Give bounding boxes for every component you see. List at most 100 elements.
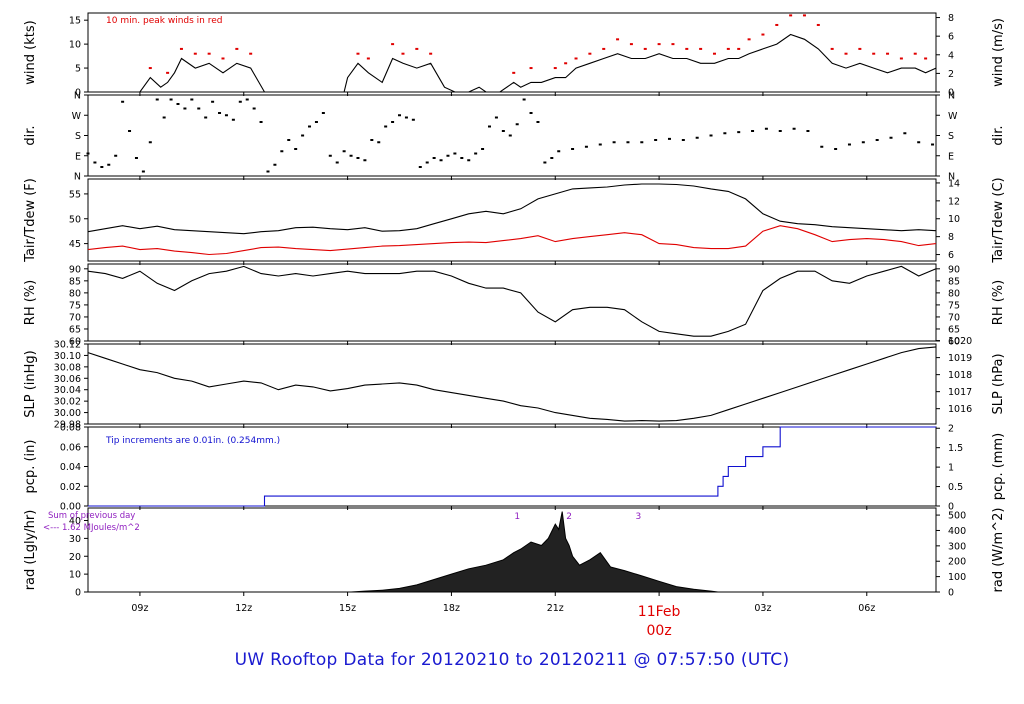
peak-wind-marker [643,47,647,50]
dir-point [280,150,284,153]
y-tick-label-right: N [948,172,955,183]
series-line-temp [87,183,937,235]
peak-wind-marker [712,52,716,55]
dir-point [453,152,457,155]
dir-point [931,143,935,146]
dir-point [100,166,104,168]
y-tick-label: 10 [69,40,81,51]
dir-point [411,118,415,121]
y-tick-label: 0.04 [60,462,81,473]
y-tick-label: 30 [69,534,81,545]
dir-point [709,134,713,137]
y-tick-label-right: E [948,151,954,162]
peak-wind-marker [356,52,360,55]
dir-point [467,159,471,162]
dir-point [162,116,166,119]
series-line-wind [88,33,937,93]
y-tick-label: 80 [69,288,81,299]
date-hour-label: 00z [647,623,672,639]
y-tick-label-right: N [948,91,955,102]
y-tick-label-right: 1.5 [948,443,963,454]
dir-point [751,130,755,132]
y-tick-label: 30.02 [54,397,81,408]
dir-point [612,141,616,144]
dir-point [550,157,554,159]
dir-point [903,132,907,135]
y-tick-label-right: 6 [948,250,954,261]
y-tick-label-right: 85 [948,276,960,287]
tip-increment-note: Tip increments are 0.01in. (0.254mm.) [105,436,280,446]
dir-point [155,98,159,101]
y-tick-label-right: 1018 [948,370,972,381]
y-tick-label-right: 4 [948,50,954,61]
dir-point [481,148,485,150]
y-tick-label-right: 80 [948,288,960,299]
series-line-temp [87,225,937,256]
dir-point [391,121,395,123]
dir-point [522,98,526,101]
y-tick-label: 50 [69,214,81,225]
y-tick-label-right: S [948,131,954,142]
panel-temp: 45 50 55 6 8 10 12 14 Tair/Tdew (F) Tair/Tdew (C) [23,177,1006,265]
peak-wind-marker [221,57,225,60]
dir-point [446,154,450,157]
dir-point [384,125,388,128]
y-tick-label-right: 65 [948,324,960,335]
y-tick-label: 0 [75,88,81,99]
dir-point [494,116,498,119]
dir-point [806,130,810,132]
series-line-slp [87,346,937,422]
y-tick-label-right: 0 [948,588,954,599]
rad-marker-label: 3 [635,512,641,522]
y-tick-label-right: 400 [948,526,966,537]
peak-wind-marker [657,43,661,46]
y-tick-label: 29.98 [54,420,81,431]
series-line-pcp [88,426,936,507]
dir-point [377,141,381,144]
dir-point [211,100,215,103]
dir-point [114,154,118,157]
y-tick-label-right: 75 [948,300,960,311]
dir-point [335,161,339,164]
peak-wind-marker [564,62,568,65]
y-tick-label-right: 14 [948,178,960,189]
dir-point [681,139,685,141]
dir-point [418,166,422,168]
dir-point [197,107,201,110]
dir-point [917,141,921,144]
y-tick-label: 5 [75,64,81,75]
peak-wind-marker [844,52,848,55]
dir-point [287,139,291,141]
dir-point [737,131,741,134]
y-tick-label-right: 1017 [948,387,972,398]
peak-wind-marker [802,14,806,17]
dir-point [218,112,222,114]
y-tick-label-right: 0.5 [948,482,963,493]
y-tick-label: N [74,172,81,183]
y-tick-label: 30.08 [54,362,81,373]
dir-point [107,163,111,166]
peak-wind-marker [726,47,730,50]
dir-point [321,112,325,114]
peak-wind-marker [401,52,405,55]
y-tick-label-right: W [948,111,958,122]
dir-point [598,143,602,146]
dir-point [398,114,402,117]
rad-sum-value: <--- 1.62 MJoules/m^2 [43,523,140,533]
peak-wind-marker [512,71,516,74]
peak-wind-marker [249,52,253,55]
dir-point [432,157,436,159]
dir-point [190,98,194,101]
y-tick-label: 40 [69,516,81,527]
y-tick-label: 0.00 [60,502,81,513]
peak-wind-marker [913,52,917,55]
dir-point [861,141,865,144]
y-tick-label-right: 90 [948,264,960,275]
y-tick-label: 0.08 [60,423,81,434]
radiation-area [351,511,718,593]
peak-wind-marker [830,47,834,50]
peak-wind-marker [588,52,592,55]
